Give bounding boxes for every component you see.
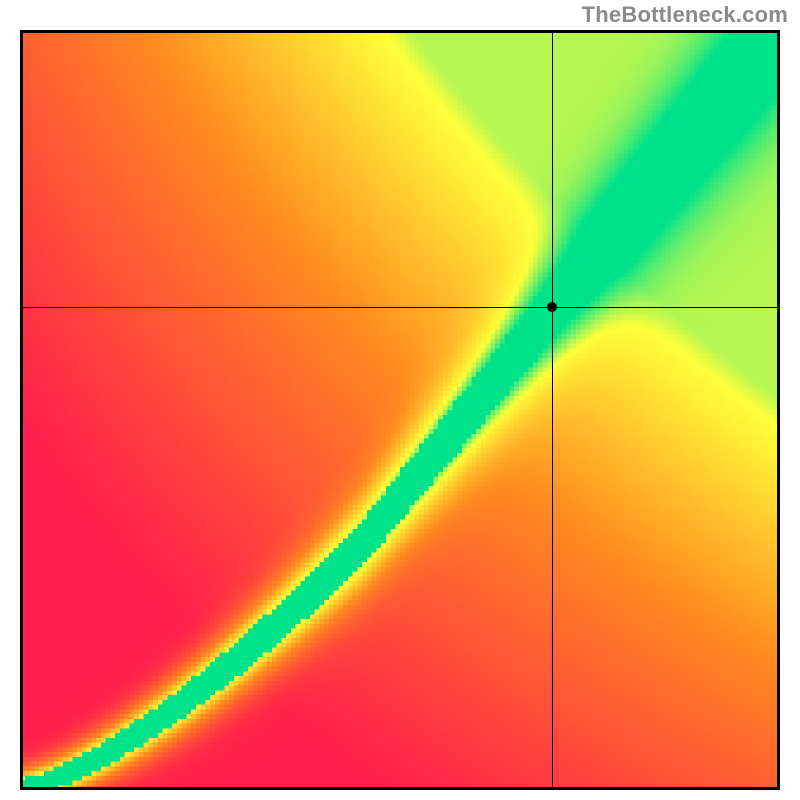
crosshair-horizontal [20,307,780,308]
crosshair-vertical [552,30,553,790]
watermark-text: TheBottleneck.com [582,2,788,28]
chart-container: TheBottleneck.com [0,0,800,800]
plot-border [20,30,780,790]
